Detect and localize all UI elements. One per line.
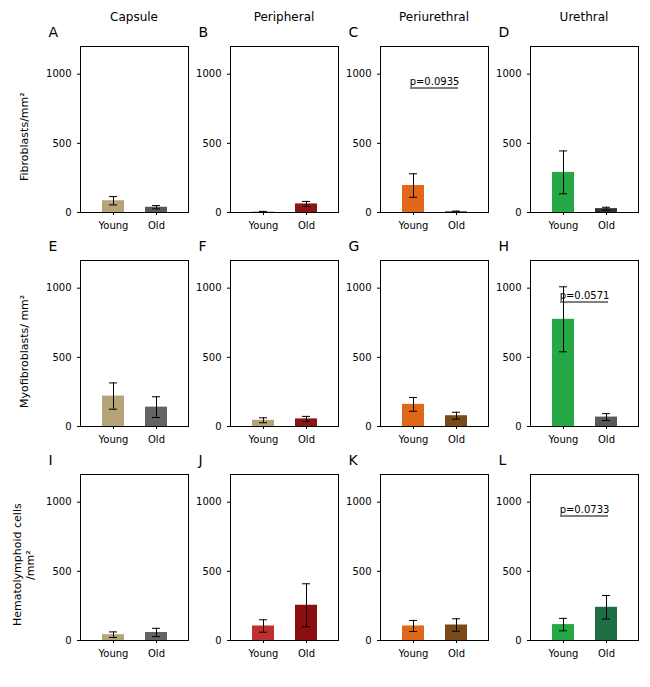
svg-text:0: 0 [515, 421, 521, 432]
svg-text:500: 500 [52, 566, 71, 577]
html-text:Myofibroblasts/ mm²: Myofibroblasts/ mm² [17, 294, 31, 408]
svg-text:Young: Young [398, 434, 429, 445]
svg-text:Young: Young [548, 220, 579, 231]
svg-text:500: 500 [202, 352, 221, 363]
svg-text:Young: Young [98, 434, 129, 445]
svg-text:F: F [199, 238, 207, 254]
html-text:Hematolymphoid cells /mm²: Hematolymphoid cells /mm² [11, 503, 37, 627]
svg-text:500: 500 [202, 138, 221, 149]
svg-text:Old: Old [298, 434, 315, 445]
svg-text:1000: 1000 [346, 68, 371, 79]
svg-text:Old: Old [448, 220, 465, 231]
svg-text:1000: 1000 [346, 496, 371, 507]
svg-text:500: 500 [502, 566, 521, 577]
svg-text:0: 0 [65, 635, 71, 646]
svg-text:Young: Young [248, 220, 279, 231]
html-text:Urethral: Urethral [559, 10, 609, 24]
svg-text:1000: 1000 [46, 282, 71, 293]
svg-text:1000: 1000 [496, 68, 521, 79]
svg-text:500: 500 [352, 352, 371, 363]
svg-text:0: 0 [365, 635, 371, 646]
svg-text:1000: 1000 [196, 282, 221, 293]
svg-text:500: 500 [352, 138, 371, 149]
svg-text:0: 0 [365, 421, 371, 432]
svg-text:Old: Old [448, 648, 465, 659]
svg-text:Young: Young [398, 648, 429, 659]
svg-text:Young: Young [98, 648, 129, 659]
svg-text:p=0.0935: p=0.0935 [410, 76, 460, 87]
svg-text:L: L [499, 452, 507, 468]
svg-text:Old: Old [598, 220, 615, 231]
svg-text:1000: 1000 [496, 282, 521, 293]
svg-text:1000: 1000 [196, 68, 221, 79]
html-text:Capsule: Capsule [110, 10, 158, 24]
svg-text:I: I [49, 452, 53, 468]
svg-text:0: 0 [215, 635, 221, 646]
html-text:Fibroblasts/mm²: Fibroblasts/mm² [17, 92, 31, 182]
svg-text:1000: 1000 [46, 496, 71, 507]
svg-text:E: E [49, 238, 58, 254]
svg-text:500: 500 [52, 352, 71, 363]
svg-text:C: C [349, 24, 359, 40]
svg-text:Young: Young [248, 648, 279, 659]
svg-text:Young: Young [398, 220, 429, 231]
svg-text:Old: Old [148, 648, 165, 659]
svg-text:Old: Old [598, 648, 615, 659]
svg-text:H: H [499, 238, 510, 254]
svg-text:Old: Old [148, 220, 165, 231]
svg-text:Young: Young [548, 648, 579, 659]
svg-text:0: 0 [515, 207, 521, 218]
svg-text:0: 0 [215, 207, 221, 218]
svg-text:1000: 1000 [196, 496, 221, 507]
svg-text:Old: Old [448, 434, 465, 445]
html-text:Periurethral: Periurethral [399, 10, 469, 24]
svg-text:J: J [198, 452, 203, 468]
svg-text:Old: Old [598, 434, 615, 445]
svg-text:500: 500 [502, 138, 521, 149]
svg-text:1000: 1000 [496, 496, 521, 507]
svg-text:0: 0 [365, 207, 371, 218]
svg-text:500: 500 [502, 352, 521, 363]
svg-text:0: 0 [65, 421, 71, 432]
svg-text:0: 0 [65, 207, 71, 218]
svg-text:Young: Young [98, 220, 129, 231]
svg-text:0: 0 [215, 421, 221, 432]
svg-text:1000: 1000 [46, 68, 71, 79]
svg-text:500: 500 [52, 138, 71, 149]
svg-text:Old: Old [148, 434, 165, 445]
svg-text:Young: Young [248, 434, 279, 445]
svg-text:500: 500 [352, 566, 371, 577]
svg-text:p=0.0733: p=0.0733 [560, 504, 610, 515]
svg-text:G: G [349, 238, 360, 254]
svg-text:D: D [499, 24, 510, 40]
svg-text:1000: 1000 [346, 282, 371, 293]
svg-text:A: A [49, 24, 59, 40]
svg-text:Old: Old [298, 648, 315, 659]
html-text:Peripheral: Peripheral [253, 10, 315, 24]
svg-text:0: 0 [515, 635, 521, 646]
svg-text:Young: Young [548, 434, 579, 445]
svg-text:K: K [349, 452, 359, 468]
svg-text:p=0.0571: p=0.0571 [560, 290, 610, 301]
svg-text:B: B [199, 24, 209, 40]
svg-text:500: 500 [202, 566, 221, 577]
svg-text:Old: Old [298, 220, 315, 231]
